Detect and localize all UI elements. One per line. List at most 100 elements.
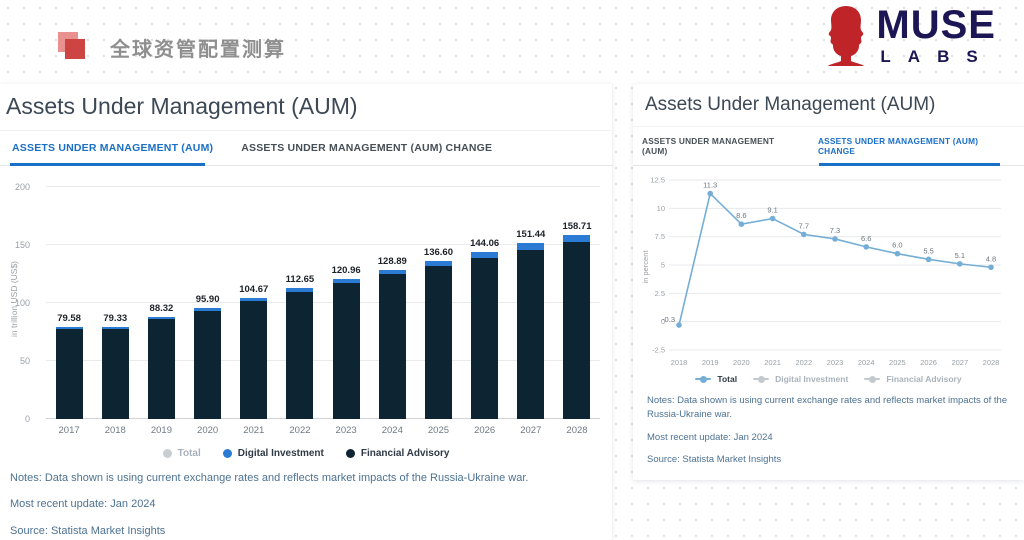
x-tick-label: 2027	[951, 358, 968, 367]
x-tick-label: 2025	[889, 358, 906, 367]
x-tick-label: 2020	[197, 425, 219, 436]
x-axis: 2017 2018 2019 2020 2021 2022 2023 2024 2025 2026…	[46, 419, 600, 436]
legend-total-dot-icon	[162, 449, 172, 458]
logo-muse-text: MUSE	[876, 3, 996, 47]
point-value-label: 6.0	[892, 241, 902, 250]
legend-digital-investment[interactable]: Digital Investment	[222, 448, 324, 459]
red-square-icon	[58, 32, 88, 62]
x-tick-label: 2023	[335, 425, 357, 436]
y-tick-label: 5	[661, 261, 665, 270]
y-tick-label: 7.5	[655, 232, 665, 241]
bar-group: 120.96	[323, 186, 369, 419]
legend-label: Digital Investment	[237, 448, 324, 459]
data-point-2023[interactable]	[832, 236, 838, 242]
tab-bar: ASSETS UNDER MANAGEMENT (AUM) ASSETS UND…	[0, 130, 612, 166]
bar-2023[interactable]	[332, 278, 360, 419]
y-tick-label: 50	[19, 356, 30, 366]
data-point-2022[interactable]	[801, 231, 807, 238]
bar-value-label: 158.71	[562, 220, 592, 232]
bar-group: 79.33	[92, 186, 138, 419]
bar-chart: in trillion USD (US$) 0 50 100 150 200 79.58…	[0, 182, 600, 436]
legend-financial-advisory[interactable]: Financial Advisory	[345, 448, 449, 459]
point-value-label: 6.6	[861, 234, 871, 243]
x-tick-label: 2024	[381, 425, 403, 436]
tab-aum-change[interactable]: ASSETS UNDER MANAGEMENT (AUM) CHANGE	[241, 142, 493, 154]
tab-aum[interactable]: ASSETS UNDER MANAGEMENT (AUM)	[0, 131, 229, 166]
bar-2020[interactable]	[194, 307, 222, 419]
note-line: Source: Statista Market Insights	[10, 524, 166, 537]
legend-label: Total	[717, 374, 738, 384]
muse-labs-logo: MUSE LABS	[822, 4, 996, 71]
bar-segment-digital-investment	[563, 234, 591, 242]
legend-financial-advisory[interactable]: Financial Advisory	[864, 374, 962, 384]
x-tick-label: 2024	[858, 358, 875, 367]
y-tick-label: 150	[14, 240, 30, 250]
gridline	[46, 418, 600, 419]
bar-2025[interactable]	[424, 260, 452, 419]
legend-total-line-icon	[695, 375, 712, 383]
y-axis-title: in percent	[641, 250, 650, 284]
data-point-2028[interactable]	[988, 264, 994, 271]
red-square-front	[65, 39, 85, 59]
y-tick-label: 2.5	[655, 289, 665, 298]
legend-digital-investment[interactable]: Digital Investment	[753, 374, 848, 384]
x-tick-label: 2018	[671, 358, 688, 367]
x-tick-label: 2026	[474, 425, 496, 436]
data-point-2018[interactable]	[676, 322, 682, 328]
plot-area: 79.58 79.33 88.32 95.90 104.67 112.65 120.96 12…	[46, 186, 600, 419]
bust-icon	[822, 4, 870, 71]
aum-change-panel: Assets Under Management (AUM) ASSETS UND…	[633, 84, 1024, 480]
legend-label: Digital Investment	[775, 374, 849, 384]
y-tick-label: 200	[14, 182, 30, 192]
bar-2021[interactable]	[240, 297, 268, 419]
bar-segment-digital-investment	[194, 307, 222, 311]
panel-title: Assets Under Management (AUM)	[645, 94, 936, 115]
bar-segment-digital-investment	[101, 326, 129, 330]
y-tick-label: 0	[24, 414, 30, 424]
point-value-label: 4.8	[986, 254, 996, 263]
x-tick-label: 2020	[733, 358, 750, 367]
bar-value-label: 112.65	[285, 274, 315, 286]
aum-panel: Assets Under Management (AUM) ASSETS UND…	[0, 84, 612, 540]
note-line: Most recent update: Jan 2024	[647, 431, 773, 443]
point-value-label: 5.5	[923, 246, 933, 255]
legend-digital-line-icon	[753, 375, 770, 383]
data-point-2024[interactable]	[863, 244, 869, 250]
data-point-2021[interactable]	[769, 215, 776, 222]
legend-total[interactable]: Total	[695, 374, 737, 384]
bar-2027[interactable]	[517, 243, 545, 419]
bar-group: 136.60	[415, 186, 461, 419]
tab-aum-change[interactable]: ASSETS UNDER MANAGEMENT (AUM) CHANGE	[809, 127, 1024, 166]
point-value-label: 9.1	[767, 206, 777, 215]
data-point-2020[interactable]	[738, 221, 745, 227]
note-line: Source: Statista Market Insights	[647, 453, 782, 465]
data-point-2019[interactable]	[707, 190, 713, 197]
data-point-2026[interactable]	[925, 256, 932, 263]
bar-2017[interactable]	[55, 326, 83, 419]
x-tick-label: 2021	[764, 358, 781, 367]
y-axis: 0 50 100 150 200	[0, 182, 38, 424]
bar-2018[interactable]	[101, 326, 129, 419]
page-title: 全球资管配置测算	[110, 38, 286, 61]
data-point-2027[interactable]	[957, 261, 963, 267]
tab-aum[interactable]: ASSETS UNDER MANAGEMENT (AUM)	[642, 136, 775, 156]
bar-2022[interactable]	[286, 288, 314, 419]
bar-2024[interactable]	[378, 269, 406, 419]
bar-2026[interactable]	[471, 251, 499, 419]
bar-2019[interactable]	[147, 316, 175, 419]
legend-digital-dot-icon	[222, 449, 232, 458]
legend-total[interactable]: Total	[162, 448, 201, 459]
bar-segment-digital-investment	[55, 326, 83, 329]
bar-2028[interactable]	[563, 234, 591, 419]
y-tick-label: -2.5	[652, 346, 665, 355]
bar-value-label: 88.32	[149, 302, 174, 314]
bar-segment-digital-investment	[378, 269, 406, 275]
x-tick-label: 2022	[795, 358, 812, 367]
y-tick-label: 100	[14, 298, 30, 308]
gridline	[46, 186, 600, 187]
bar-segment-digital-investment	[240, 297, 268, 302]
bar-group: 112.65	[277, 186, 323, 419]
note-line: Notes: Data shown is using current excha…	[647, 395, 1008, 421]
gridline	[46, 360, 600, 361]
data-point-2025[interactable]	[894, 250, 901, 257]
